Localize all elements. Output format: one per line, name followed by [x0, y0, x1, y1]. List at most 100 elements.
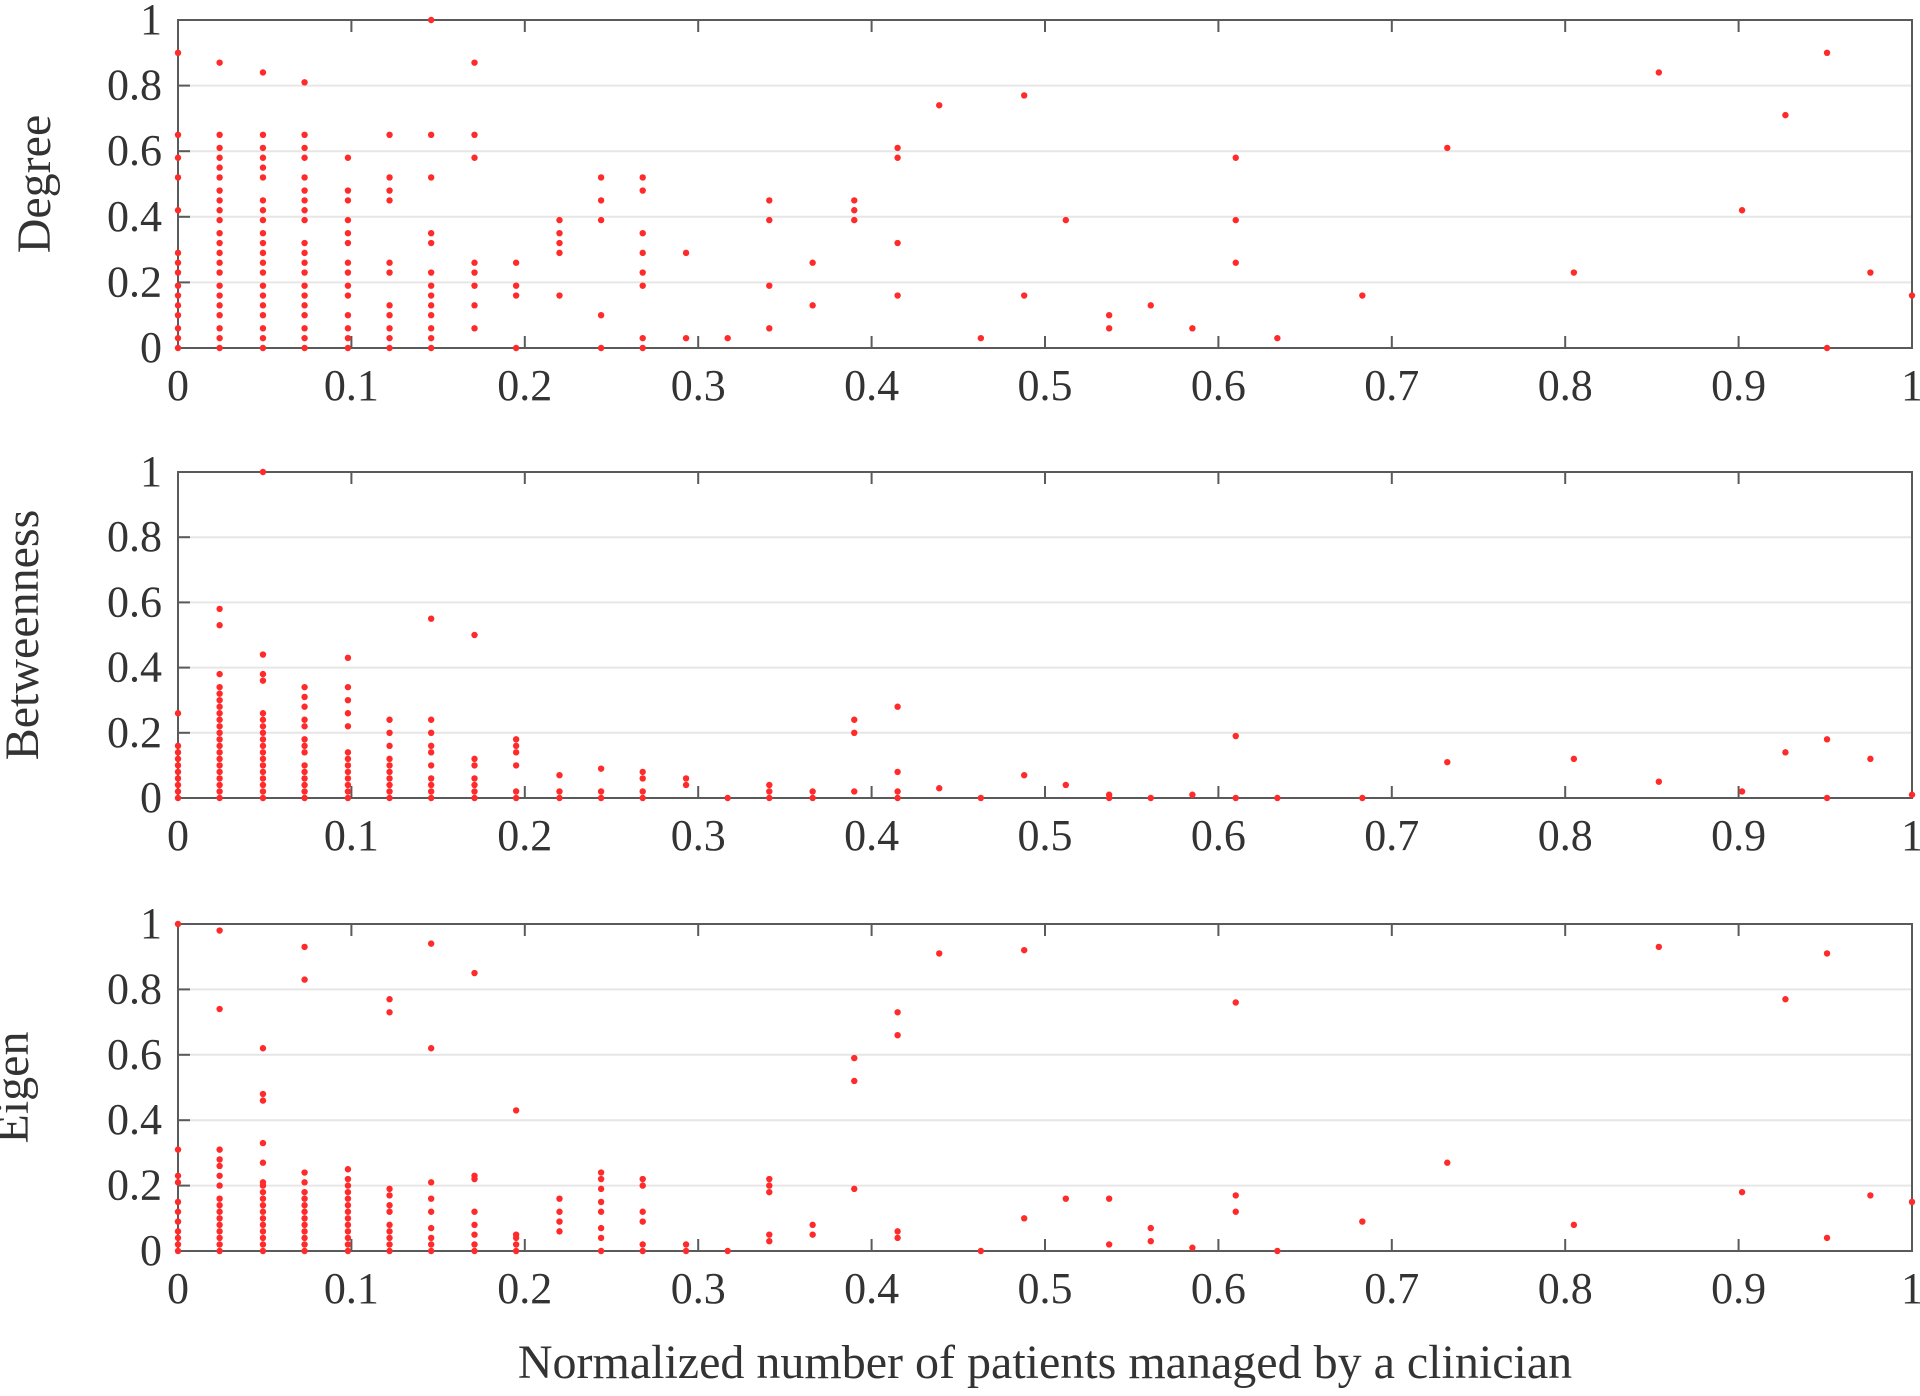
- data-point: [427, 615, 435, 622]
- data-point: [259, 1247, 267, 1255]
- data-point: [936, 785, 943, 792]
- data-point: [556, 249, 563, 257]
- data-point: [894, 154, 901, 161]
- data-point: [344, 710, 352, 717]
- data-point: [216, 334, 223, 342]
- data-point: [344, 755, 352, 763]
- data-point: [512, 736, 520, 743]
- data-point: [216, 164, 223, 171]
- data-point: [174, 755, 182, 763]
- data-point: [427, 716, 435, 723]
- data-point: [216, 292, 223, 299]
- data-point: [216, 144, 223, 152]
- data-point: [174, 1146, 182, 1153]
- data-point: [724, 1247, 731, 1255]
- data-point: [216, 1215, 223, 1222]
- data-point: [427, 762, 435, 769]
- data-point: [301, 788, 308, 795]
- data-point: [851, 1054, 858, 1062]
- data-point: [556, 794, 563, 802]
- data-point: [301, 131, 308, 138]
- data-point: [809, 302, 816, 309]
- data-point: [301, 1202, 308, 1209]
- data-point: [427, 1195, 435, 1202]
- x-tick-label: 0.4: [844, 361, 899, 410]
- data-point: [556, 1218, 563, 1225]
- data-point: [216, 154, 223, 161]
- data-point: [216, 794, 223, 802]
- x-tick-label: 0.6: [1191, 1264, 1246, 1313]
- data-point: [1655, 943, 1663, 951]
- data-point: [216, 742, 223, 750]
- data-point: [427, 1241, 435, 1248]
- data-point: [1823, 794, 1831, 802]
- data-point: [386, 187, 393, 194]
- data-point: [851, 1077, 858, 1085]
- data-point: [301, 216, 308, 224]
- data-point: [301, 1241, 308, 1248]
- data-point: [851, 716, 858, 723]
- data-point: [639, 1208, 646, 1215]
- data-point: [216, 131, 223, 138]
- data-point: [597, 312, 605, 319]
- data-point: [259, 230, 267, 237]
- data-point: [1189, 1244, 1196, 1251]
- data-point: [1570, 755, 1578, 763]
- data-point: [344, 1215, 352, 1222]
- data-point: [471, 131, 478, 138]
- data-point: [597, 1247, 605, 1255]
- data-point: [344, 197, 352, 204]
- data-point: [216, 1195, 223, 1202]
- data-point: [386, 781, 393, 789]
- data-point: [639, 775, 646, 782]
- data-point: [427, 325, 435, 332]
- data-point: [259, 154, 267, 161]
- data-point: [1782, 996, 1789, 1003]
- data-point: [427, 239, 435, 247]
- data-point: [1823, 344, 1831, 352]
- data-point: [301, 768, 308, 776]
- data-point: [259, 1097, 267, 1104]
- data-point: [344, 230, 352, 237]
- data-point: [1232, 1192, 1239, 1199]
- data-point: [344, 749, 352, 756]
- data-point: [597, 1224, 605, 1232]
- data-point: [259, 1159, 267, 1166]
- data-point: [301, 1179, 308, 1186]
- data-point: [1020, 292, 1028, 299]
- data-point: [682, 334, 690, 342]
- data-point: [556, 1228, 563, 1235]
- data-point: [1823, 950, 1831, 957]
- data-point: [1232, 999, 1239, 1006]
- data-point: [766, 794, 773, 802]
- data-point: [386, 269, 393, 276]
- data-point: [174, 762, 182, 769]
- x-tick-label: 0.8: [1538, 811, 1593, 860]
- x-tick-label: 1: [1901, 361, 1920, 410]
- data-point: [174, 207, 182, 214]
- data-point: [427, 1045, 435, 1052]
- data-point: [512, 1107, 520, 1114]
- data-point: [471, 59, 478, 66]
- data-point: [216, 927, 223, 934]
- data-point: [512, 282, 520, 289]
- data-point: [216, 1202, 223, 1209]
- data-point: [301, 344, 308, 352]
- data-point: [174, 344, 182, 352]
- data-point: [259, 781, 267, 789]
- data-point: [301, 1247, 308, 1255]
- data-point: [259, 710, 267, 717]
- data-point: [1232, 794, 1239, 802]
- data-point: [766, 1231, 773, 1238]
- data-point: [556, 788, 563, 795]
- data-point: [216, 1172, 223, 1179]
- data-point: [386, 302, 393, 309]
- data-point: [512, 742, 520, 750]
- data-point: [386, 755, 393, 763]
- data-point: [301, 325, 308, 332]
- x-tick-label: 0.2: [497, 1264, 552, 1313]
- data-point: [174, 920, 182, 928]
- data-point: [1062, 781, 1070, 789]
- data-point: [386, 131, 393, 138]
- data-point: [427, 16, 435, 24]
